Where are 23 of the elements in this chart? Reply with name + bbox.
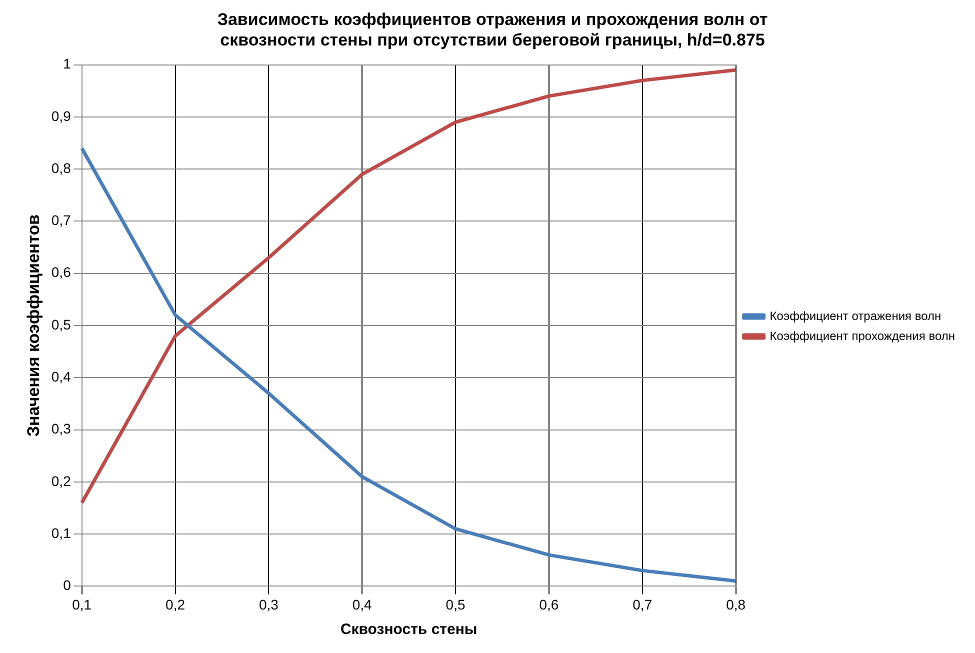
y-tick-label: 0,8 bbox=[51, 160, 72, 176]
y-tick-label: 0,3 bbox=[51, 420, 72, 437]
x-tick-label: 0,2 bbox=[166, 596, 186, 612]
y-tick-label: 0,2 bbox=[51, 472, 72, 489]
x-tick-label: 0,6 bbox=[539, 596, 559, 612]
x-tick-label: 0,3 bbox=[258, 596, 279, 612]
x-axis-title: Сквозность стены bbox=[340, 621, 478, 638]
x-tick-label: 0,5 bbox=[446, 596, 466, 612]
x-tick-label: 0,8 bbox=[726, 596, 746, 612]
legend-label: Коэффициент отражения волн bbox=[770, 308, 942, 323]
x-tick-label: 0,4 bbox=[352, 596, 372, 612]
y-tick-label: 0,5 bbox=[51, 316, 72, 332]
y-tick-label: 0 bbox=[63, 577, 72, 594]
y-tick-label: 0,9 bbox=[51, 108, 72, 124]
legend-label: Коэффициент прохождения волн bbox=[770, 328, 955, 343]
y-axis-title: Значения коэффициентов bbox=[24, 214, 43, 437]
y-tick-label: 0,4 bbox=[51, 368, 72, 384]
y-tick-label: 0,7 bbox=[51, 212, 72, 228]
y-tick-label: 1 bbox=[63, 56, 72, 72]
x-tick-label: 0,7 bbox=[632, 596, 652, 612]
y-tick-label: 0,1 bbox=[51, 524, 72, 541]
y-tick-label: 0,6 bbox=[51, 264, 72, 280]
chart-title: Зависимость коэффициентов отражения и прохождения волн от сквозности стены при отсутствии береговой границы, h/d=0.875 bbox=[217, 10, 768, 50]
